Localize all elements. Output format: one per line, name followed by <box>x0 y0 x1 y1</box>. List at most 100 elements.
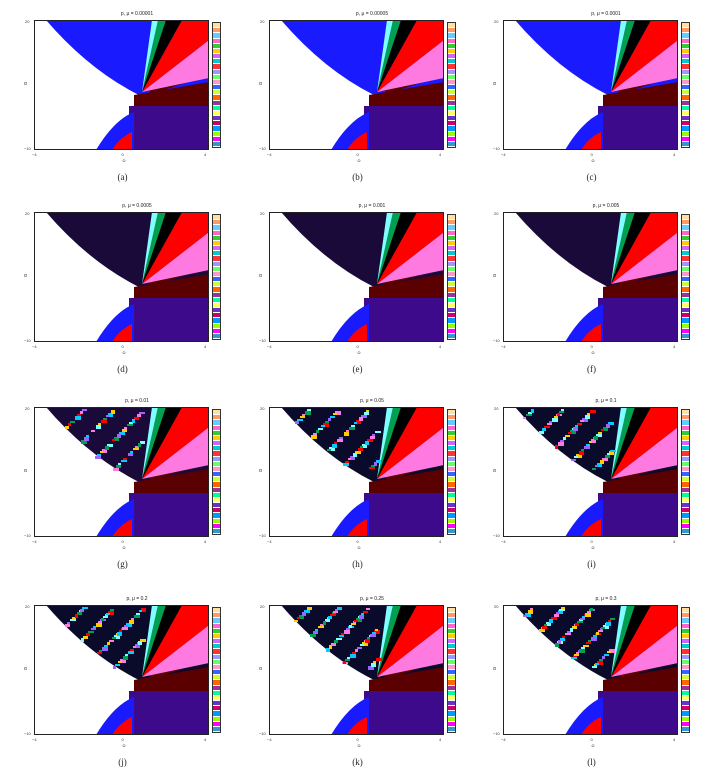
colorbar-swatch <box>448 240 455 247</box>
x-tick-label: 4 <box>204 344 207 349</box>
x-tick-label: 0 <box>356 152 359 157</box>
x-tick-label: −4 <box>32 737 37 742</box>
stability-diagram <box>34 407 209 537</box>
colorbar-swatch <box>213 302 220 309</box>
colorbar-swatch <box>682 28 689 34</box>
colorbar-swatch <box>448 100 455 106</box>
chaos-patch <box>333 611 338 613</box>
chaos-patch <box>375 629 378 631</box>
chaos-patch <box>562 636 565 638</box>
x-axis-label: Ω <box>591 158 595 163</box>
chaos-patch <box>307 409 311 412</box>
colorbar-swatch <box>213 246 220 252</box>
colorbar-swatch <box>448 659 455 665</box>
cyan-wedge <box>142 20 158 92</box>
chaos-patch <box>113 468 119 471</box>
chaos-patch <box>370 436 375 439</box>
red-wedge <box>377 605 444 677</box>
colorbar-swatch <box>682 415 689 421</box>
colorbar-swatch <box>213 95 220 101</box>
lower-block <box>364 298 444 342</box>
colorbar-swatch <box>213 446 220 452</box>
colorbar-swatch <box>448 95 455 101</box>
black-wedge <box>377 605 417 677</box>
chaos-patch <box>549 619 553 623</box>
colorbar-swatch <box>682 271 689 278</box>
colorbar-swatch <box>682 711 689 717</box>
colorbar-swatch <box>682 110 689 117</box>
chaos-patch <box>565 435 570 437</box>
chaos-patch <box>115 664 120 666</box>
chaos-patch <box>81 638 84 642</box>
x-tick-label: −4 <box>267 539 272 544</box>
panel-title: p, μ = 0.1 <box>491 398 721 404</box>
colorbar-swatch <box>213 628 220 634</box>
colorbar-swatch <box>682 126 689 132</box>
chaos-patch <box>329 645 332 649</box>
lower-red <box>581 324 601 342</box>
colorbar-swatch <box>448 430 455 436</box>
chaos-patch <box>132 419 135 423</box>
chaos-patch <box>140 441 145 444</box>
chaos-patch <box>337 439 343 442</box>
colorbar-swatch <box>213 523 220 529</box>
chaos-patch <box>294 620 298 622</box>
chaos-patch <box>370 634 376 637</box>
chaos-patch <box>350 456 355 460</box>
chaos-patch <box>103 616 108 618</box>
chaos-patch <box>124 625 128 627</box>
panel-title: p, μ = 0.2 <box>22 596 252 602</box>
chaos-patch <box>127 424 133 426</box>
chaos-patch <box>558 610 563 614</box>
chaos-patch <box>356 618 362 622</box>
colorbar-swatch <box>213 410 220 416</box>
chaos-patch <box>373 661 376 664</box>
colorbar-swatch <box>213 215 220 221</box>
chaos-patch <box>354 422 357 424</box>
x-tick-label: 4 <box>673 539 676 544</box>
panel-title-var: p <box>591 11 595 17</box>
chaos-patch <box>81 440 87 444</box>
green-wedge <box>611 407 635 479</box>
colorbar-swatch <box>448 508 455 514</box>
chaos-patch <box>594 436 598 440</box>
red-wedge <box>377 407 444 479</box>
chaos-patch <box>325 619 330 622</box>
colorbar-swatch <box>448 287 455 293</box>
x-tick-label: 0 <box>356 344 359 349</box>
lower-block <box>364 106 444 150</box>
chaos-patch <box>352 652 356 655</box>
chaos-patch <box>328 418 331 421</box>
colorbar-swatch <box>682 613 689 619</box>
chaos-patch <box>592 666 597 668</box>
colorbar-swatch <box>213 126 220 132</box>
figure-panel: p, μ = 0.1 α 20 −10 −4 0 4 Ω (i) <box>491 395 721 585</box>
chaos-patch <box>365 639 370 643</box>
y-tick-label: −10 <box>259 731 266 736</box>
plot-area <box>503 212 678 342</box>
x-axis-label: Ω <box>357 743 361 748</box>
colorbar-swatch <box>682 33 689 39</box>
chaos-patch <box>316 430 319 433</box>
maroon-strip <box>369 82 444 106</box>
colorbar-swatch <box>213 240 220 247</box>
panel-title-space: , <box>129 596 133 602</box>
chaos-patch <box>360 644 364 646</box>
x-axis-label: Ω <box>591 743 595 748</box>
chaos-patch <box>559 411 564 413</box>
chaos-patch <box>525 613 531 617</box>
colorbar-swatch <box>682 618 689 624</box>
chaos-patch <box>318 428 323 430</box>
plot-area <box>34 605 209 735</box>
lower-red <box>347 519 367 537</box>
colorbar-swatch <box>213 256 220 262</box>
cyan-wedge <box>377 20 393 92</box>
colorbar-swatch <box>448 318 455 324</box>
x-tick-label: 4 <box>204 737 207 742</box>
chaos-patch <box>88 631 94 633</box>
colorbar-swatch <box>213 292 220 298</box>
chaos-patch <box>361 415 367 418</box>
chaos-patch <box>591 637 597 641</box>
chaos-patch <box>530 608 533 611</box>
panel-title-space: , <box>598 596 602 602</box>
